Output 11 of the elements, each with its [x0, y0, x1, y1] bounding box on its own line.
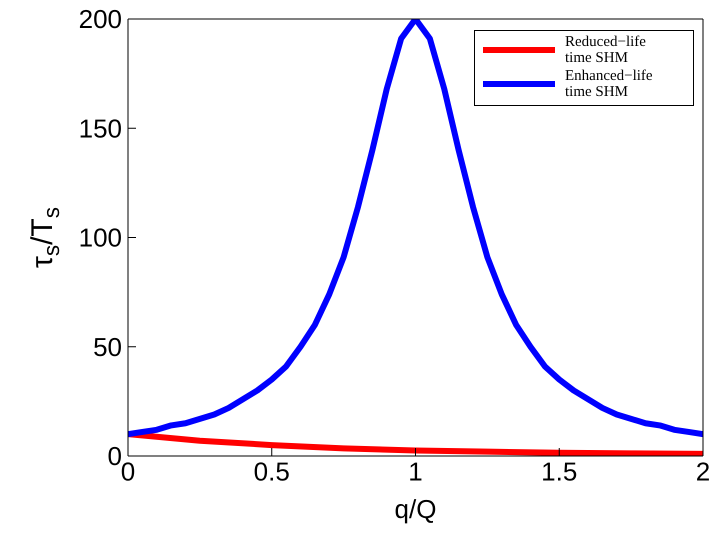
x-tick-label: 1.5	[541, 456, 578, 486]
x-axis-title: q/Q	[394, 494, 436, 524]
x-tick-label: 1	[408, 456, 423, 486]
x-tick-label: 0.5	[254, 456, 290, 486]
legend-label: Enhanced−life time SHM	[565, 68, 654, 100]
x-tick-label: 2	[696, 456, 710, 486]
y-tick-label: 200	[78, 4, 122, 34]
y-tick-label: 100	[78, 222, 122, 253]
legend-label: Reduced−life time SHM	[565, 34, 647, 66]
y-tick-label: 50	[93, 332, 122, 362]
y-tick-label: 150	[78, 113, 122, 144]
